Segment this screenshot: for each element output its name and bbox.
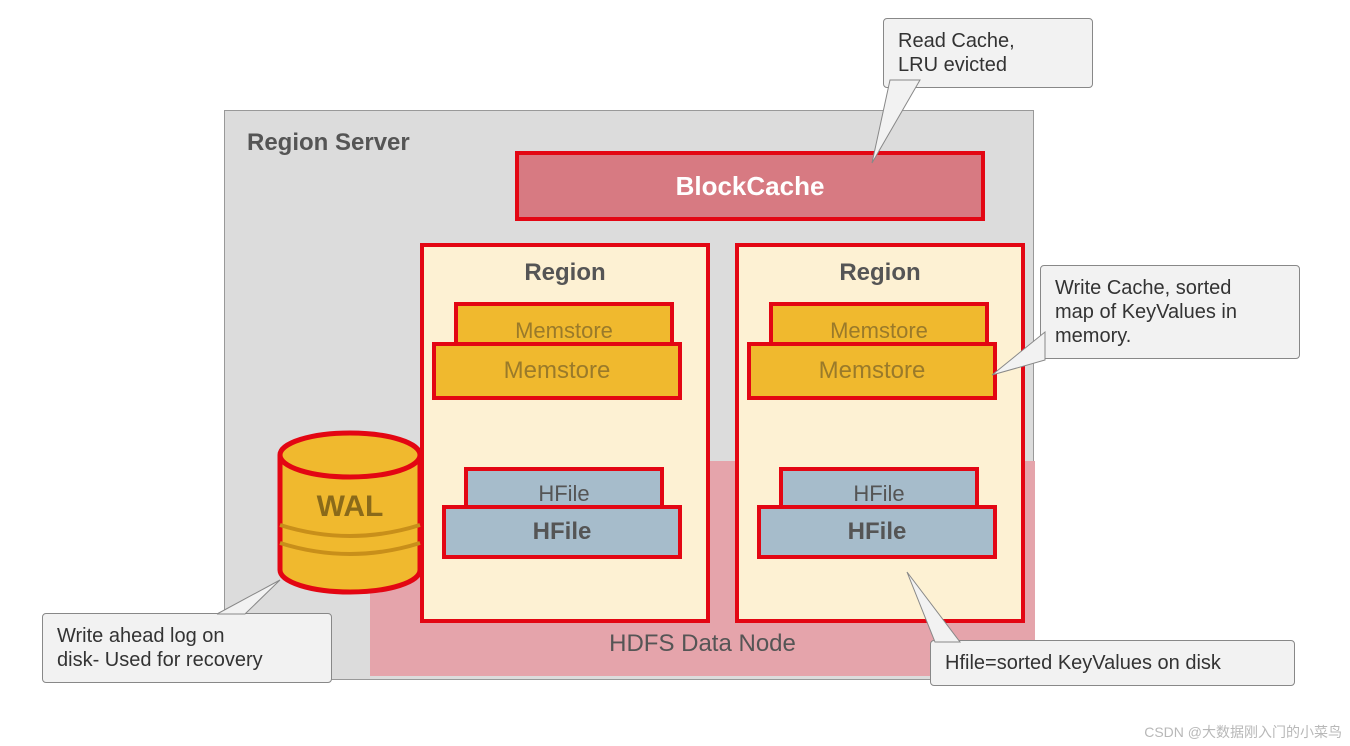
callout-writecache-line1: Write Cache, sorted [1055, 276, 1285, 300]
callout-hfile: Hfile=sorted KeyValues on disk [930, 640, 1295, 686]
callout-wal-line1: Write ahead log on [57, 624, 317, 648]
region-box-2: Region Memstore Memstore HFile HFile [735, 243, 1025, 623]
wal-cylinder: WAL [275, 430, 425, 590]
memstore-front-1: Memstore [432, 342, 682, 400]
wal-label: WAL [275, 490, 425, 524]
memstore-front-2: Memstore [747, 342, 997, 400]
callout-writecache: Write Cache, sorted map of KeyValues in … [1040, 265, 1300, 359]
region-label-2: Region [739, 259, 1021, 287]
region-box-1: Region Memstore Memstore HFile HFile [420, 243, 710, 623]
watermark-text: CSDN @大数据刚入门的小菜鸟 [1144, 722, 1342, 742]
hfile-front-1: HFile [442, 505, 682, 559]
callout-hfile-text: Hfile=sorted KeyValues on disk [945, 652, 1221, 674]
callout-writecache-tail [990, 330, 1050, 380]
region-server-label: Region Server [247, 129, 410, 157]
hfile-front-2: HFile [757, 505, 997, 559]
callout-wal-tail [215, 578, 285, 618]
callout-readcache-tail [870, 78, 930, 168]
callout-readcache-line1: Read Cache, [898, 29, 1078, 53]
callout-wal: Write ahead log on disk- Used for recove… [42, 613, 332, 683]
callout-readcache-line2: LRU evicted [898, 53, 1078, 77]
region-label-1: Region [424, 259, 706, 287]
callout-hfile-tail [905, 570, 975, 645]
callout-writecache-line3: memory. [1055, 324, 1285, 348]
callout-writecache-line2: map of KeyValues in [1055, 300, 1285, 324]
callout-wal-line2: disk- Used for recovery [57, 648, 317, 672]
